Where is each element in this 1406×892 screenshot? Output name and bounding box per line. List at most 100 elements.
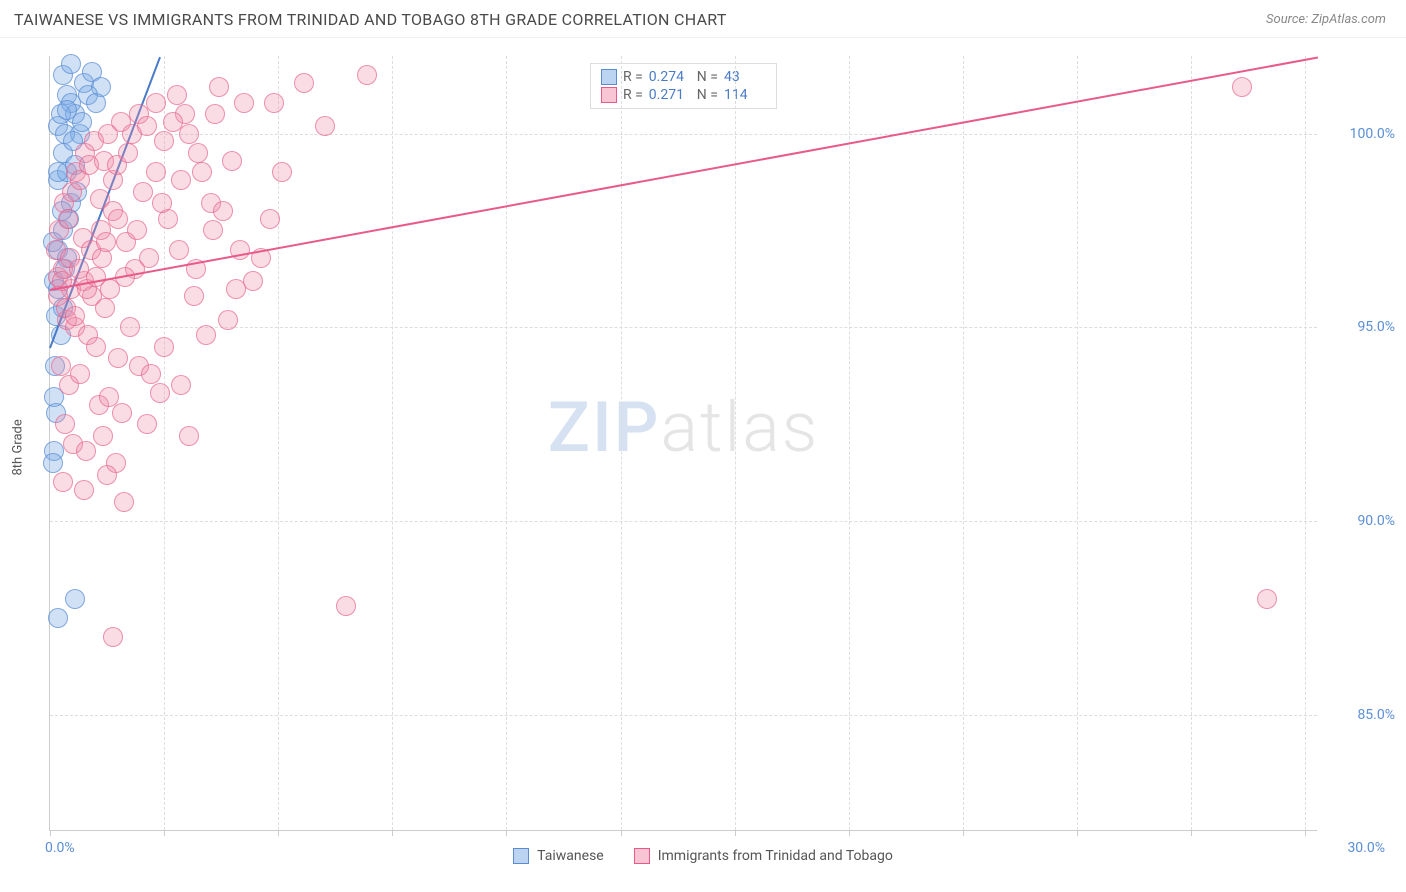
plot-area: ZIPatlas R = 0.274 N = 43 R = 0.271 N = … (49, 56, 1317, 831)
scatter-point (171, 375, 191, 395)
scatter-point (154, 131, 174, 151)
gridline-v (1077, 56, 1078, 830)
watermark-zip: ZIP (548, 387, 661, 469)
scatter-point (93, 426, 113, 446)
x-axis-tick (735, 830, 736, 836)
scatter-point (234, 93, 254, 113)
scatter-point (203, 220, 223, 240)
scatter-point (294, 73, 314, 93)
scatter-point (61, 54, 81, 74)
swatch-pink-icon (634, 848, 650, 864)
scatter-point (86, 93, 106, 113)
scatter-point (70, 364, 90, 384)
swatch-blue-icon (513, 848, 529, 864)
scatter-point (1232, 77, 1252, 97)
scatter-point (218, 310, 238, 330)
x-axis-tick (963, 830, 964, 836)
n-label: N = (697, 69, 718, 85)
scatter-point (76, 441, 96, 461)
gridline-v (506, 56, 507, 830)
scatter-point (146, 93, 166, 113)
gridline-v (621, 56, 622, 830)
y-axis-tick-label: 90.0% (1357, 513, 1395, 529)
chart-title: TAIWANESE VS IMMIGRANTS FROM TRINIDAD AN… (14, 10, 727, 29)
chart-header: TAIWANESE VS IMMIGRANTS FROM TRINIDAD AN… (0, 0, 1406, 38)
scatter-point (154, 337, 174, 357)
gridline-v (392, 56, 393, 830)
x-axis-tick (1077, 830, 1078, 836)
scatter-point (171, 170, 191, 190)
r-value-pink: 0.271 (649, 87, 691, 103)
scatter-point (188, 143, 208, 163)
n-label: N = (697, 87, 718, 103)
watermark-atlas: atlas (660, 387, 819, 469)
scatter-point (209, 77, 229, 97)
scatter-point (65, 589, 85, 609)
legend-row-taiwanese: R = 0.274 N = 43 (601, 68, 766, 86)
scatter-point (108, 348, 128, 368)
scatter-point (95, 298, 115, 318)
scatter-point (96, 232, 116, 252)
scatter-point (133, 182, 153, 202)
scatter-point (146, 162, 166, 182)
x-axis-tick (1191, 830, 1192, 836)
scatter-point (65, 306, 85, 326)
legend-label: Immigrants from Trinidad and Tobago (658, 848, 893, 864)
scatter-point (336, 596, 356, 616)
scatter-point (222, 151, 242, 171)
scatter-point (97, 465, 117, 485)
scatter-point (86, 337, 106, 357)
scatter-point (43, 453, 63, 473)
scatter-point (260, 209, 280, 229)
legend-row-trinidad: R = 0.271 N = 114 (601, 86, 766, 104)
gridline-v (963, 56, 964, 830)
scatter-point (114, 492, 134, 512)
r-label: R = (623, 87, 643, 103)
gridline-v (735, 56, 736, 830)
scatter-point (167, 85, 187, 105)
x-axis-tick (1305, 830, 1306, 836)
scatter-point (53, 472, 73, 492)
y-axis-tick-label: 100.0% (1350, 126, 1395, 142)
x-axis-tick (164, 830, 165, 836)
scatter-point (55, 414, 75, 434)
gridline-v (849, 56, 850, 830)
y-axis-tick-label: 85.0% (1357, 707, 1395, 723)
scatter-point (48, 162, 68, 182)
scatter-point (184, 286, 204, 306)
x-axis-tick (506, 830, 507, 836)
scatter-point (264, 93, 284, 113)
swatch-blue-icon (601, 69, 617, 85)
source-attribution: Source: ZipAtlas.com (1266, 12, 1386, 27)
gridline-h (50, 521, 1317, 522)
r-value-blue: 0.274 (649, 69, 691, 85)
legend-item-taiwanese: Taiwanese (513, 848, 604, 864)
x-axis-tick (621, 830, 622, 836)
series-legend: Taiwanese Immigrants from Trinidad and T… (0, 848, 1406, 864)
scatter-point (196, 325, 216, 345)
n-value-pink: 114 (724, 87, 766, 103)
scatter-point (57, 100, 77, 120)
scatter-point (1257, 589, 1277, 609)
scatter-point (118, 143, 138, 163)
scatter-point (48, 608, 68, 628)
x-axis-tick (392, 830, 393, 836)
scatter-point (120, 317, 140, 337)
scatter-point (141, 364, 161, 384)
scatter-point (169, 240, 189, 260)
r-label: R = (623, 69, 643, 85)
x-axis-tick (278, 830, 279, 836)
scatter-point (205, 104, 225, 124)
scatter-point (179, 124, 199, 144)
scatter-point (137, 116, 157, 136)
scatter-point (357, 65, 377, 85)
gridline-v (1191, 56, 1192, 830)
scatter-point (272, 162, 292, 182)
scatter-point (179, 426, 199, 446)
scatter-point (51, 356, 71, 376)
scatter-point (213, 201, 233, 221)
scatter-point (152, 193, 172, 213)
scatter-point (58, 209, 78, 229)
scatter-point (137, 414, 157, 434)
scatter-point (112, 403, 132, 423)
